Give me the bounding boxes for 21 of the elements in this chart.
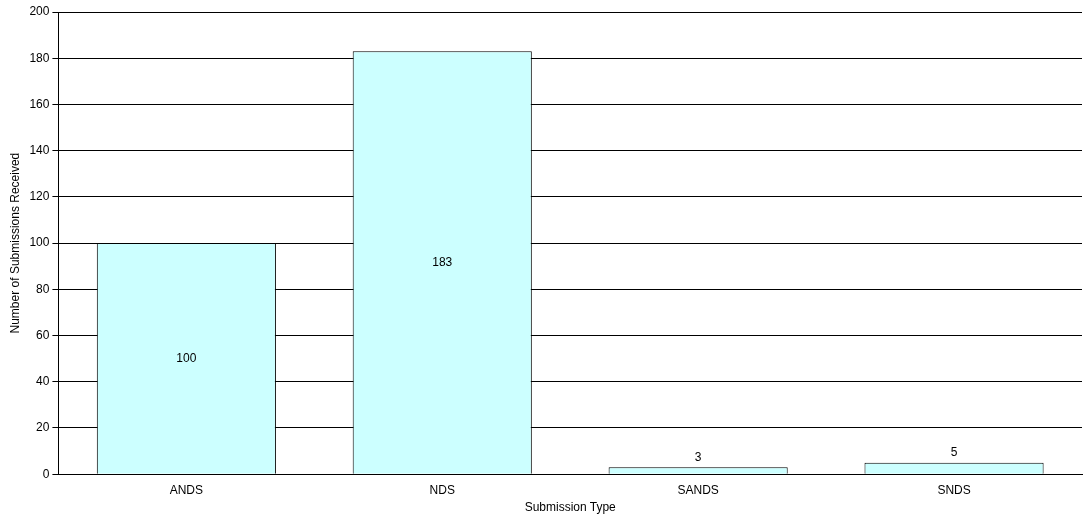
y-tick-label: 100	[29, 235, 50, 250]
data-label: 100	[176, 350, 197, 365]
y-tick-label: 80	[36, 281, 50, 296]
y-tick-label: 40	[36, 374, 50, 389]
y-tick-label: 200	[29, 4, 50, 19]
x-tick-label: SNDS	[937, 482, 971, 497]
x-tick-label: SANDS	[677, 482, 719, 497]
x-tick-label: NDS	[429, 482, 455, 497]
y-tick-label: 60	[36, 327, 50, 342]
y-tick-label: 0	[42, 466, 50, 481]
y-tick-label: 20	[36, 420, 50, 435]
y-tick-label: 120	[29, 189, 50, 204]
x-axis-title: Submission Type	[524, 500, 617, 515]
y-axis-title: Number of Submissions Received	[7, 152, 22, 334]
y-tick-label: 160	[29, 96, 50, 111]
data-label: 5	[950, 444, 958, 459]
data-label: 3	[694, 449, 702, 464]
x-tick-label: ANDS	[169, 482, 204, 497]
y-tick-label: 180	[29, 50, 50, 65]
data-label: 183	[432, 254, 453, 269]
y-tick-label: 140	[29, 142, 50, 157]
